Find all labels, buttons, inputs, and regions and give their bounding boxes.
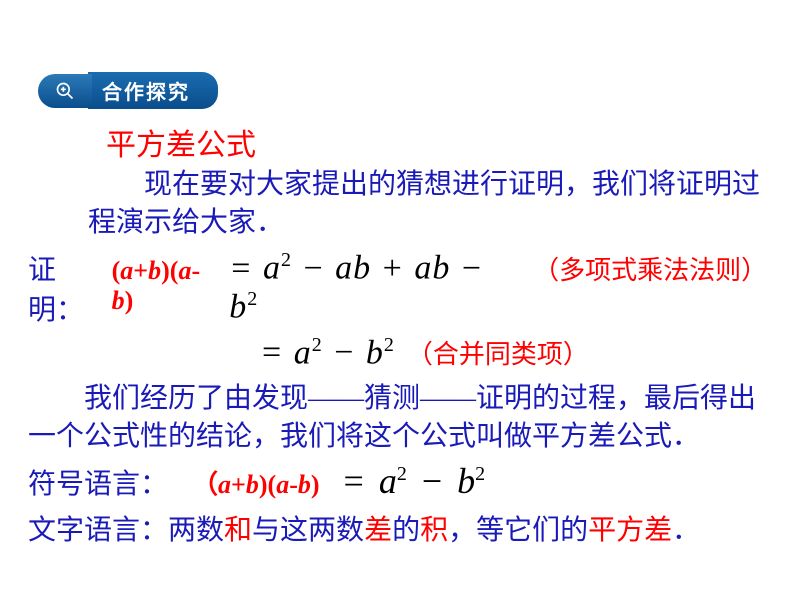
- symbolic-language-row: 符号语言： （a+b)(a-b) = a2 − b2: [28, 460, 766, 502]
- verbal-p4: ，等它们的: [448, 515, 588, 546]
- verbal-label: 文字语言：: [28, 515, 168, 546]
- symbolic-label: 符号语言：: [28, 462, 168, 502]
- proof-step-2: = a2 − b2 （合并同类项）: [260, 334, 766, 372]
- verbal-w4: 平方差: [588, 515, 672, 546]
- badge-label: 合作探究: [88, 72, 218, 109]
- proof-expression: (a+b)(a-b): [112, 256, 222, 316]
- verbal-language-row: 文字语言：两数和与这两数差的积，等它们的平方差．: [28, 508, 766, 548]
- proof-simplified: = a2 − b2: [260, 334, 395, 372]
- verbal-p5: ．: [672, 515, 700, 546]
- verbal-w1: 和: [224, 515, 252, 546]
- verbal-w2: 差: [364, 515, 392, 546]
- symbolic-expression: （a+b)(a-b): [192, 464, 320, 501]
- intro-text: 现在要对大家提出的猜想进行证明，我们将证明过程演示给大家．: [88, 166, 766, 242]
- verbal-p1: 两数: [168, 515, 224, 546]
- verbal-p2: 与这两数: [252, 515, 364, 546]
- proof-note-1: （多项式乘法法则）: [533, 250, 766, 287]
- formula-title: 平方差公式: [106, 120, 766, 164]
- proof-note-2: （合并同类项）: [407, 334, 589, 371]
- slide-content: 平方差公式 现在要对大家提出的猜想进行证明，我们将证明过程演示给大家． 证明： …: [28, 120, 766, 548]
- conclusion-text: 我们经历了由发现——猜测——证明的过程，最后得出一个公式性的结论，我们将这个公式…: [28, 380, 766, 456]
- proof-step-1: 证明： (a+b)(a-b) = a2 − ab + ab − b2 （多项式乘…: [28, 248, 766, 328]
- symbolic-result: = a2 − b2: [338, 460, 486, 502]
- verbal-p3: 的: [392, 515, 420, 546]
- proof-label: 证明：: [28, 248, 112, 328]
- section-badge: 合作探究: [38, 72, 218, 109]
- magnify-plus-icon: [38, 74, 92, 108]
- verbal-w3: 积: [420, 515, 448, 546]
- proof-expansion: = a2 − ab + ab − b2: [229, 249, 521, 326]
